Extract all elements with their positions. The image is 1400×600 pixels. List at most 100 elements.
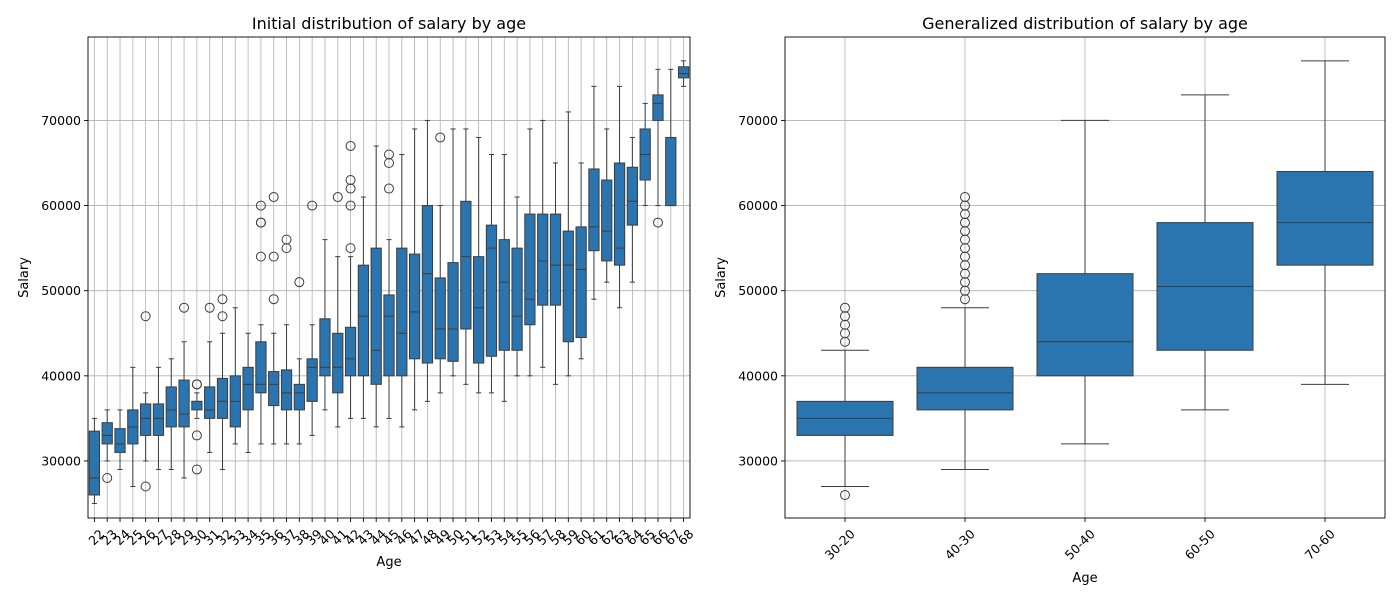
outlier-point	[332, 192, 343, 203]
box-36	[268, 192, 280, 445]
box-57	[537, 119, 549, 368]
box-49	[434, 132, 446, 394]
box-58	[549, 162, 562, 385]
x-axis: 2223242526272829303132333435363738394041…	[85, 518, 697, 548]
iqr-box	[165, 386, 177, 428]
x-axis-label: Age	[376, 555, 401, 570]
y-tick-label: 30000	[41, 453, 81, 468]
iqr-box	[370, 247, 382, 385]
iqr-box	[268, 371, 280, 407]
iqr-box	[396, 247, 408, 377]
iqr-box	[306, 358, 318, 402]
outlier-point	[268, 294, 279, 305]
box-41	[332, 192, 344, 428]
outlier-point	[960, 192, 970, 203]
x-tick-label: 70-60	[1302, 526, 1338, 562]
outlier-point	[217, 311, 228, 322]
box-55	[511, 196, 523, 377]
box-44	[370, 145, 382, 428]
iqr-box	[473, 256, 485, 364]
chart-generalized-distribution: 30000 40000 50000 60000 70000 30-20 40-30 50-40…	[714, 14, 1386, 586]
outlier-point	[255, 251, 266, 262]
iqr-box	[537, 213, 549, 306]
iqr-box	[460, 200, 472, 330]
iqr-box	[434, 277, 446, 360]
iqr-box	[319, 318, 331, 377]
box-52	[473, 136, 485, 394]
box-24	[114, 409, 126, 470]
box-59	[562, 111, 574, 377]
y-tick-label: 70000	[738, 113, 778, 128]
outlier-point	[345, 183, 356, 194]
y-tick-label: 70000	[41, 113, 81, 128]
outlier-point	[294, 277, 305, 288]
box-43	[357, 196, 370, 419]
box-40	[319, 239, 331, 411]
outlier-point	[191, 464, 202, 475]
y-tick-label: 30000	[738, 453, 778, 468]
iqr-box	[652, 94, 664, 121]
boxes	[88, 60, 690, 505]
outlier-point	[217, 294, 228, 305]
iqr-box	[178, 379, 190, 428]
box-61	[588, 85, 600, 300]
box-65	[639, 102, 651, 207]
box-39	[306, 200, 318, 436]
iqr-box	[575, 226, 587, 339]
outlier-point	[652, 217, 663, 228]
box-33	[229, 307, 241, 445]
outlier-point	[204, 302, 215, 313]
iqr-box	[562, 230, 574, 343]
box-60-50	[1156, 94, 1254, 411]
y-axis: 30000 40000 50000 60000 70000	[738, 113, 785, 468]
iqr-box	[357, 264, 370, 377]
iqr-box	[665, 136, 677, 207]
iqr-box	[447, 262, 459, 362]
y-axis-label: Salary	[714, 257, 729, 298]
outlier-point	[255, 200, 266, 211]
outlier-point	[140, 481, 151, 492]
y-tick-label: 40000	[738, 368, 778, 383]
chart-title: Initial distribution of salary by age	[252, 14, 526, 33]
box-56	[524, 128, 536, 377]
outlier-point	[281, 243, 292, 254]
x-tick-label: 30-20	[822, 526, 858, 562]
box-64	[626, 136, 638, 283]
y-tick-label: 50000	[738, 283, 778, 298]
outlier-point	[307, 200, 318, 211]
y-tick-label: 60000	[41, 198, 81, 213]
outlier-point	[191, 430, 202, 441]
iqr-box	[344, 326, 357, 377]
box-66	[652, 68, 664, 228]
box-40-30	[916, 192, 1014, 470]
outlier-point	[140, 311, 151, 322]
box-50-40	[1036, 119, 1134, 445]
x-tick-label: 50-40	[1062, 526, 1098, 562]
box-46	[396, 153, 408, 428]
x-axis: 30-20 40-30 50-40 60-50 70-60	[822, 518, 1338, 563]
y-tick-label: 40000	[41, 368, 81, 383]
iqr-box	[677, 66, 690, 79]
outlier-point	[840, 302, 850, 313]
outlier-point	[179, 302, 190, 313]
box-67	[665, 68, 677, 207]
box-50	[447, 128, 459, 377]
box-51	[460, 128, 472, 385]
iqr-box	[204, 386, 216, 419]
box-28	[165, 358, 177, 470]
iqr-box	[549, 213, 562, 306]
box-34	[242, 332, 254, 453]
box-29	[178, 302, 190, 479]
outlier-point	[255, 217, 266, 228]
boxes	[796, 60, 1374, 501]
chart-initial-distribution: 30000 40000 50000 60000 70000 222324252627282…	[17, 14, 697, 570]
box-30-20	[796, 302, 894, 501]
outlier-point	[268, 192, 279, 203]
outlier-point	[345, 140, 356, 151]
box-63	[613, 85, 626, 309]
box-37	[280, 234, 293, 445]
outlier-point	[840, 490, 850, 501]
box-23	[101, 409, 113, 483]
iqr-box	[524, 213, 536, 326]
